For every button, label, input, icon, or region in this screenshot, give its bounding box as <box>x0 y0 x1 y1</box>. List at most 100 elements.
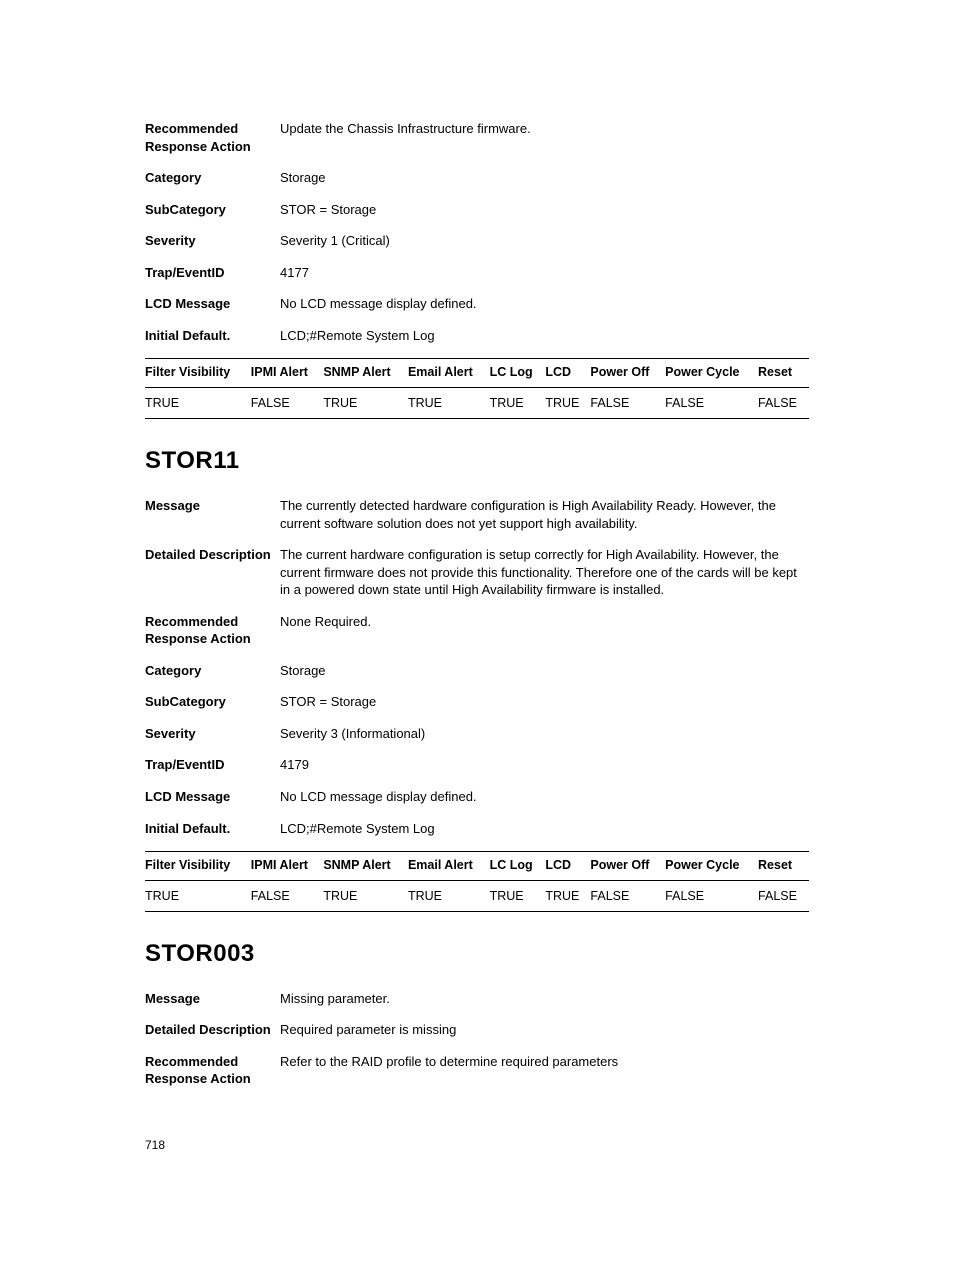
event-section: MessageThe currently detected hardware c… <box>145 497 809 912</box>
field-row: Trap/EventID4177 <box>145 264 809 282</box>
flags-header-cell: LCD <box>545 359 590 388</box>
flags-value-cell: TRUE <box>408 388 490 419</box>
flags-header-cell: Email Alert <box>408 359 490 388</box>
field-list: MessageThe currently detected hardware c… <box>145 497 809 837</box>
flags-table: Filter VisibilityIPMI AlertSNMP AlertEma… <box>145 358 809 419</box>
field-value: No LCD message display defined. <box>280 295 809 313</box>
field-value: No LCD message display defined. <box>280 788 809 806</box>
flags-header-cell: Power Cycle <box>665 359 758 388</box>
flags-header-cell: Power Cycle <box>665 852 758 881</box>
field-row: Trap/EventID4179 <box>145 756 809 774</box>
flags-value-cell: TRUE <box>490 880 546 911</box>
field-row: Recommended Response ActionRefer to the … <box>145 1053 809 1088</box>
field-value: Update the Chassis Infrastructure firmwa… <box>280 120 809 155</box>
field-row: SubCategorySTOR = Storage <box>145 201 809 219</box>
field-label: Message <box>145 990 280 1008</box>
flags-value-cell: TRUE <box>408 880 490 911</box>
flags-header-cell: Filter Visibility <box>145 359 251 388</box>
flags-value-cell: FALSE <box>590 880 665 911</box>
field-row: LCD MessageNo LCD message display define… <box>145 788 809 806</box>
flags-header-cell: SNMP Alert <box>323 852 408 881</box>
event-section: Recommended Response ActionUpdate the Ch… <box>145 120 809 419</box>
flags-value-cell: TRUE <box>323 880 408 911</box>
flags-value-cell: FALSE <box>758 880 809 911</box>
field-label: Severity <box>145 232 280 250</box>
field-row: Initial Default.LCD;#Remote System Log <box>145 327 809 345</box>
flags-value-cell: TRUE <box>145 388 251 419</box>
field-row: SubCategorySTOR = Storage <box>145 693 809 711</box>
flags-header-cell: LCD <box>545 852 590 881</box>
flags-value-cell: TRUE <box>490 388 546 419</box>
flags-header-cell: IPMI Alert <box>251 359 324 388</box>
field-value: None Required. <box>280 613 809 648</box>
flags-header-cell: SNMP Alert <box>323 359 408 388</box>
field-list: Recommended Response ActionUpdate the Ch… <box>145 120 809 344</box>
field-value: STOR = Storage <box>280 693 809 711</box>
field-label: Trap/EventID <box>145 756 280 774</box>
field-row: CategoryStorage <box>145 169 809 187</box>
flags-value-cell: FALSE <box>758 388 809 419</box>
field-value: Storage <box>280 169 809 187</box>
field-value: Severity 3 (Informational) <box>280 725 809 743</box>
field-label: Trap/EventID <box>145 264 280 282</box>
field-row: Detailed DescriptionRequired parameter i… <box>145 1021 809 1039</box>
event-section: MessageMissing parameter.Detailed Descri… <box>145 990 809 1088</box>
field-label: Initial Default. <box>145 820 280 838</box>
field-value: The current hardware configuration is se… <box>280 546 809 599</box>
field-row: MessageMissing parameter. <box>145 990 809 1008</box>
flags-header-cell: Email Alert <box>408 852 490 881</box>
flags-header-cell: Reset <box>758 852 809 881</box>
field-value: LCD;#Remote System Log <box>280 327 809 345</box>
field-label: Detailed Description <box>145 1021 280 1039</box>
field-value: Storage <box>280 662 809 680</box>
flags-header-cell: Power Off <box>590 359 665 388</box>
field-row: CategoryStorage <box>145 662 809 680</box>
section-heading-stor003: STOR003 <box>145 940 809 968</box>
flags-value-cell: FALSE <box>251 880 324 911</box>
field-value: Required parameter is missing <box>280 1021 809 1039</box>
flags-value-cell: TRUE <box>545 388 590 419</box>
field-label: LCD Message <box>145 788 280 806</box>
flags-value-cell: TRUE <box>323 388 408 419</box>
field-label: Message <box>145 497 280 532</box>
section-heading-stor11: STOR11 <box>145 447 809 475</box>
field-label: Recommended Response Action <box>145 120 280 155</box>
field-row: MessageThe currently detected hardware c… <box>145 497 809 532</box>
field-row: SeveritySeverity 1 (Critical) <box>145 232 809 250</box>
field-label: SubCategory <box>145 201 280 219</box>
field-value: Missing parameter. <box>280 990 809 1008</box>
field-label: Recommended Response Action <box>145 1053 280 1088</box>
field-label: Category <box>145 662 280 680</box>
field-label: Detailed Description <box>145 546 280 599</box>
field-value: LCD;#Remote System Log <box>280 820 809 838</box>
field-value: Refer to the RAID profile to determine r… <box>280 1053 809 1088</box>
field-label: Initial Default. <box>145 327 280 345</box>
field-row: Initial Default.LCD;#Remote System Log <box>145 820 809 838</box>
field-value: 4179 <box>280 756 809 774</box>
page-number: 718 <box>145 1138 809 1152</box>
field-value: The currently detected hardware configur… <box>280 497 809 532</box>
flags-value-cell: TRUE <box>145 880 251 911</box>
flags-header-cell: LC Log <box>490 852 546 881</box>
field-value: STOR = Storage <box>280 201 809 219</box>
flags-header-cell: Reset <box>758 359 809 388</box>
flags-value-cell: FALSE <box>590 388 665 419</box>
field-value: 4177 <box>280 264 809 282</box>
field-label: SubCategory <box>145 693 280 711</box>
field-row: Recommended Response ActionUpdate the Ch… <box>145 120 809 155</box>
flags-table: Filter VisibilityIPMI AlertSNMP AlertEma… <box>145 851 809 912</box>
field-label: LCD Message <box>145 295 280 313</box>
flags-header-cell: IPMI Alert <box>251 852 324 881</box>
field-label: Recommended Response Action <box>145 613 280 648</box>
field-row: Detailed DescriptionThe current hardware… <box>145 546 809 599</box>
field-label: Severity <box>145 725 280 743</box>
field-label: Category <box>145 169 280 187</box>
field-row: Recommended Response ActionNone Required… <box>145 613 809 648</box>
field-list: MessageMissing parameter.Detailed Descri… <box>145 990 809 1088</box>
flags-value-cell: FALSE <box>665 388 758 419</box>
field-value: Severity 1 (Critical) <box>280 232 809 250</box>
flags-header-cell: LC Log <box>490 359 546 388</box>
flags-value-cell: TRUE <box>545 880 590 911</box>
flags-header-cell: Filter Visibility <box>145 852 251 881</box>
flags-value-cell: FALSE <box>665 880 758 911</box>
